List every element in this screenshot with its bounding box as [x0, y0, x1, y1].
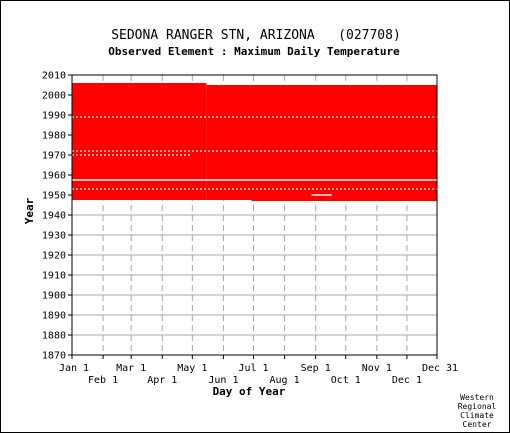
x-axis-label: Day of Year	[213, 385, 286, 398]
x-tick-label: Apr 1	[147, 375, 177, 386]
x-tick-label: Jul 1	[238, 363, 268, 374]
credit-line-3: Climate	[460, 411, 494, 420]
plot-area	[71, 74, 438, 356]
y-tick-label: 1890	[42, 311, 66, 322]
x-tick-label: Jan 1	[59, 363, 89, 374]
y-tick-label: 1870	[42, 351, 66, 362]
y-tick-label: 1980	[42, 131, 66, 142]
y-axis-ticks: 1870 1880 1890 1900 1910 1920 1930 1940 1950 1960…	[42, 71, 72, 362]
y-tick-label: 1880	[42, 331, 66, 342]
x-tick-label: Dec 1	[392, 375, 422, 386]
credit-line-1: Western	[460, 393, 494, 402]
y-tick-label: 2000	[42, 91, 66, 102]
y-tick-label: 1920	[42, 251, 66, 262]
x-tick-label: May 1	[177, 363, 207, 374]
x-tick-label: Feb 1	[88, 375, 118, 386]
y-tick-label: 1990	[42, 111, 66, 122]
y-tick-label: 1940	[42, 211, 66, 222]
y-tick-label: 1960	[42, 171, 66, 182]
credit-line-2: Regional	[458, 402, 497, 411]
chart-subtitle: Observed Element : Maximum Daily Tempera…	[108, 45, 400, 58]
x-tick-label: Aug 1	[270, 375, 300, 386]
data-block	[72, 83, 207, 200]
y-tick-label: 1970	[42, 151, 66, 162]
credit-block: Western Regional Climate Center	[458, 393, 497, 429]
x-tick-label: Jun 1	[208, 375, 238, 386]
x-tick-label: Oct 1	[331, 375, 361, 386]
x-axis-ticks: Jan 1 Mar 1 May 1 Jul 1 Sep 1 Nov 1 Dec 31 Feb …	[59, 355, 458, 386]
y-tick-label: 1910	[42, 271, 66, 282]
y-tick-label: 1930	[42, 231, 66, 242]
x-tick-label: Dec 31	[422, 363, 458, 374]
x-tick-label: Nov 1	[362, 363, 392, 374]
data-block	[206, 85, 252, 200]
x-tick-label: Mar 1	[116, 363, 146, 374]
y-tick-label: 2010	[42, 71, 66, 82]
data-block	[251, 85, 437, 201]
credit-line-4: Center	[463, 420, 492, 429]
x-tick-label: Sep 1	[301, 363, 331, 374]
y-tick-label: 1950	[42, 191, 66, 202]
y-axis-label: Year	[23, 197, 36, 224]
chart-title: SEDONA RANGER STN, ARIZONA (027708)	[111, 28, 401, 43]
y-tick-label: 1900	[42, 291, 66, 302]
